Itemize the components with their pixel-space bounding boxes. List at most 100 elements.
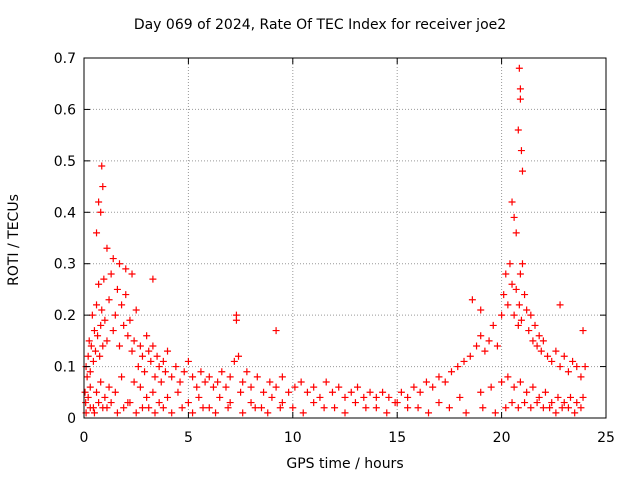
- data-point: [130, 337, 138, 345]
- data-point: [136, 342, 144, 350]
- data-point: [120, 404, 128, 412]
- data-point: [560, 399, 568, 407]
- data-point: [558, 404, 566, 412]
- data-point: [410, 383, 418, 391]
- data-point: [109, 327, 117, 335]
- data-point: [535, 393, 543, 401]
- data-point: [517, 316, 525, 324]
- data-point: [512, 229, 520, 237]
- data-point: [235, 352, 243, 360]
- data-point: [103, 337, 111, 345]
- data-point: [508, 198, 516, 206]
- data-point: [113, 409, 121, 417]
- chart-title: Day 069 of 2024, Rate Of TEC Index for r…: [133, 17, 507, 33]
- data-point: [514, 126, 522, 134]
- data-point: [164, 347, 172, 355]
- x-tick-label: 20: [493, 430, 511, 446]
- data-point: [479, 404, 487, 412]
- data-point: [222, 383, 230, 391]
- data-point: [268, 393, 276, 401]
- data-point: [147, 357, 155, 365]
- data-point: [504, 301, 512, 309]
- data-point: [107, 399, 115, 407]
- data-point: [539, 404, 547, 412]
- data-point: [168, 409, 176, 417]
- data-point: [98, 162, 106, 170]
- y-tick-label: 0.3: [54, 257, 76, 273]
- data-point: [554, 393, 562, 401]
- data-point: [209, 383, 217, 391]
- data-point: [216, 393, 224, 401]
- data-point: [214, 378, 222, 386]
- data-point: [266, 378, 274, 386]
- data-point: [397, 388, 405, 396]
- data-point: [508, 280, 516, 288]
- data-point: [93, 229, 101, 237]
- data-point: [159, 357, 167, 365]
- grid: [84, 58, 606, 418]
- data-point: [153, 352, 161, 360]
- data-point: [272, 327, 280, 335]
- data-point: [161, 368, 169, 376]
- x-axis-label: GPS time / hours: [286, 456, 404, 472]
- data-point: [272, 383, 280, 391]
- data-point: [128, 347, 136, 355]
- data-point: [88, 311, 96, 319]
- data-point: [579, 327, 587, 335]
- data-point: [347, 388, 355, 396]
- data-point: [132, 306, 140, 314]
- data-point: [237, 388, 245, 396]
- data-point: [514, 321, 522, 329]
- data-point: [118, 301, 126, 309]
- data-point: [548, 357, 556, 365]
- data-point: [101, 393, 109, 401]
- data-point: [105, 383, 113, 391]
- data-point: [118, 373, 126, 381]
- data-point: [456, 393, 464, 401]
- data-point: [289, 404, 297, 412]
- data-point: [525, 327, 533, 335]
- data-point: [310, 399, 318, 407]
- data-point: [435, 399, 443, 407]
- data-point: [130, 378, 138, 386]
- data-point: [316, 393, 324, 401]
- data-point: [331, 404, 339, 412]
- data-point: [510, 311, 518, 319]
- data-point: [136, 383, 144, 391]
- data-point: [577, 404, 585, 412]
- data-point: [103, 404, 111, 412]
- data-point: [122, 265, 130, 273]
- data-point: [477, 388, 485, 396]
- data-point: [251, 404, 259, 412]
- data-point: [90, 327, 98, 335]
- data-point: [93, 301, 101, 309]
- data-point: [489, 321, 497, 329]
- data-point: [351, 399, 359, 407]
- data-point: [109, 255, 117, 263]
- data-point: [101, 316, 109, 324]
- data-point: [564, 404, 572, 412]
- data-point: [404, 404, 412, 412]
- data-point: [354, 383, 362, 391]
- data-point: [416, 388, 424, 396]
- data-point: [502, 404, 510, 412]
- data-point: [581, 363, 589, 371]
- data-point: [93, 388, 101, 396]
- data-point: [115, 342, 123, 350]
- data-point: [556, 301, 564, 309]
- data-point: [487, 383, 495, 391]
- data-point: [516, 95, 524, 103]
- y-tick-label: 0.6: [54, 102, 76, 118]
- data-point: [278, 373, 286, 381]
- data-point: [521, 291, 529, 299]
- data-point: [560, 352, 568, 360]
- data-point: [120, 321, 128, 329]
- data-point: [385, 393, 393, 401]
- data-point: [168, 373, 176, 381]
- data-point: [218, 368, 226, 376]
- plot-frame: [83, 57, 607, 419]
- y-tick-label: 0.1: [54, 360, 76, 376]
- axis-ticks: 0 5 10 15 20 25 0 0.1 0.2 0.3 0.4 0.5 0.6 0.7: [54, 51, 615, 446]
- data-point: [372, 393, 380, 401]
